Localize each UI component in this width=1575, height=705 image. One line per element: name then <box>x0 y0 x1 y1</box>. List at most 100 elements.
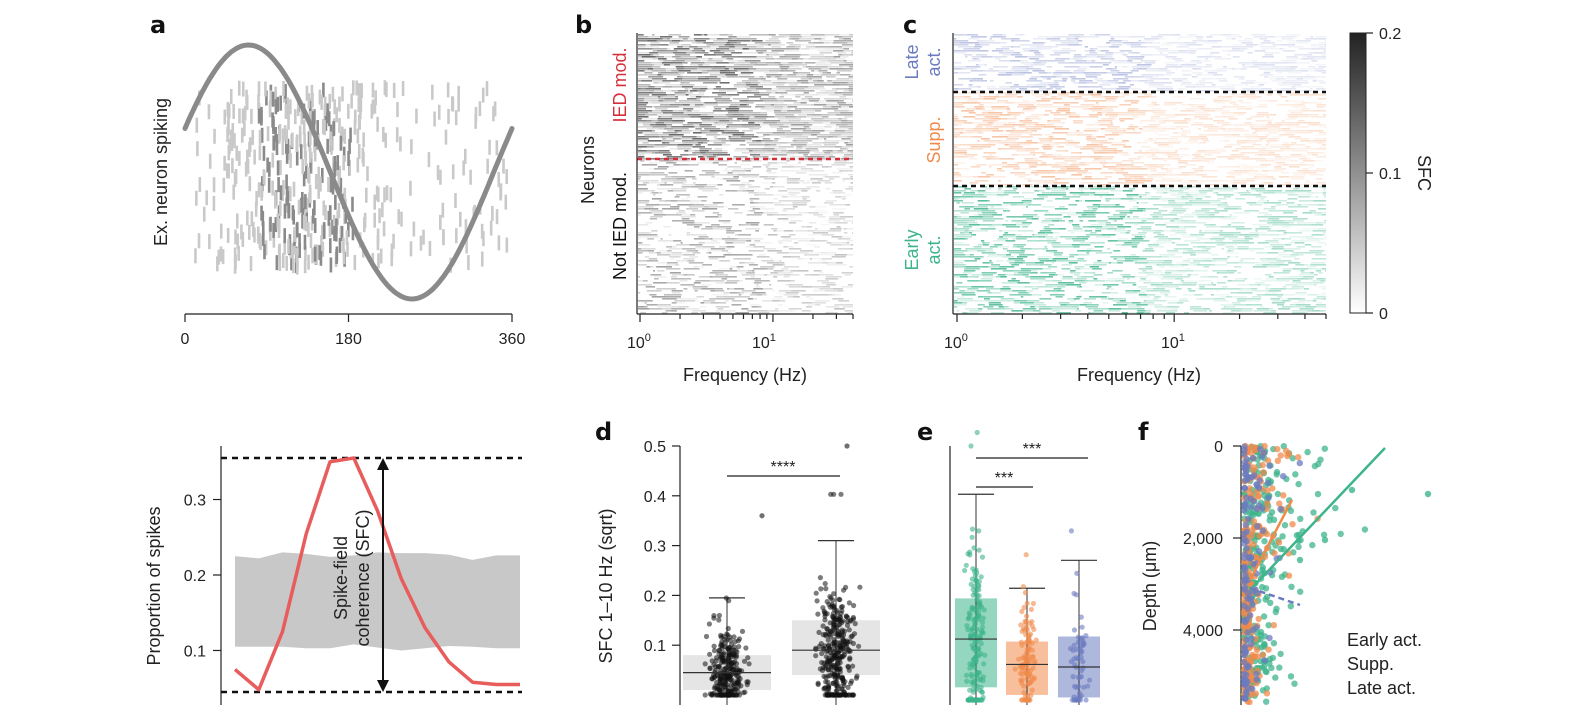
heat-cell <box>1108 218 1124 220</box>
heat-cell <box>1022 100 1029 102</box>
heat-cell <box>1038 72 1048 74</box>
heat-cell <box>1042 86 1047 88</box>
heat-cell <box>650 132 659 134</box>
heat-cell <box>1023 198 1034 200</box>
heat-cell <box>1216 194 1227 196</box>
heat-cell <box>767 64 779 66</box>
heat-cell <box>659 44 669 46</box>
heat-cell <box>1325 126 1326 128</box>
heat-cell <box>1275 158 1287 160</box>
heat-cell <box>1082 200 1085 202</box>
heat-cell <box>786 42 794 44</box>
heat-cell <box>1055 60 1065 62</box>
heat-cell <box>791 132 800 134</box>
heat-cell <box>1233 182 1247 184</box>
heat-cell <box>1188 192 1200 194</box>
heat-cell <box>1278 176 1289 178</box>
heat-cell <box>954 132 960 134</box>
heat-cell <box>638 236 645 238</box>
heat-cell <box>1171 156 1183 158</box>
heat-cell <box>1301 58 1314 60</box>
heat-cell <box>1095 230 1102 232</box>
heat-cell <box>814 104 827 106</box>
heat-cell <box>745 102 754 104</box>
heat-cell <box>826 242 832 244</box>
heat-cell <box>1203 126 1219 128</box>
heat-cell <box>1175 60 1184 62</box>
heat-cell <box>1230 226 1233 228</box>
heat-cell <box>1198 216 1211 218</box>
heat-cell <box>1154 110 1166 112</box>
heat-cell <box>1216 156 1233 158</box>
heat-cell <box>712 276 725 278</box>
heat-cell <box>729 42 737 44</box>
heat-cell <box>1119 182 1134 184</box>
heat-cell <box>1240 152 1248 154</box>
heat-cell <box>996 120 999 122</box>
heat-cell <box>708 72 720 74</box>
heat-cell <box>1076 236 1090 238</box>
heat-cell <box>1054 178 1061 180</box>
heat-cell <box>724 240 739 242</box>
heat-cell <box>1056 96 1069 98</box>
heat-cell <box>963 132 975 134</box>
heat-cell <box>655 56 659 58</box>
heat-cell <box>954 200 963 202</box>
heat-cell <box>756 56 770 58</box>
heat-cell <box>1212 180 1219 182</box>
heat-cell <box>1177 38 1181 40</box>
heat-cell <box>1315 94 1326 96</box>
heat-cell <box>653 38 660 40</box>
heat-cell <box>997 194 1009 196</box>
heat-cell <box>650 192 653 194</box>
heat-cell <box>746 142 762 144</box>
heat-cell <box>662 142 666 144</box>
heat-cell <box>830 62 845 64</box>
heat-cell <box>1311 46 1320 48</box>
heat-cell <box>764 142 772 144</box>
heat-cell <box>819 288 824 290</box>
heat-cell <box>1107 216 1120 218</box>
heat-cell <box>1208 64 1213 66</box>
heat-cell <box>828 178 835 180</box>
heat-cell <box>1052 154 1056 156</box>
heat-cell <box>1012 128 1016 130</box>
heat-cell <box>1067 230 1074 232</box>
heat-cell <box>682 46 690 48</box>
heat-cell <box>954 92 967 94</box>
heat-cell <box>1198 86 1212 88</box>
heat-cell <box>850 152 853 154</box>
heat-cell <box>1194 156 1205 158</box>
panel-label-c: c <box>903 11 917 39</box>
heat-cell <box>706 134 720 136</box>
heat-cell <box>688 154 697 156</box>
heat-cell <box>1225 206 1242 208</box>
heat-cell <box>1038 88 1047 90</box>
heat-cell <box>1048 170 1056 172</box>
heat-cell <box>673 206 680 208</box>
heat-cell <box>1150 152 1162 154</box>
heat-cell <box>1166 154 1180 156</box>
heat-cell <box>1244 136 1257 138</box>
heat-cell <box>1294 220 1304 222</box>
heat-cell <box>1267 52 1280 54</box>
heat-cell <box>718 164 727 166</box>
heat-cell <box>638 74 647 76</box>
heat-cell <box>1282 124 1287 126</box>
heat-cell <box>774 106 784 108</box>
heat-cell <box>795 116 807 118</box>
heat-cell <box>1160 168 1169 170</box>
heat-cell <box>1099 204 1116 206</box>
heat-cell <box>1233 112 1247 114</box>
heat-cell <box>1299 76 1312 78</box>
heat-cell <box>1233 234 1240 236</box>
heat-cell <box>995 48 1010 50</box>
heat-cell <box>1316 156 1326 158</box>
heat-cell <box>651 180 659 182</box>
heat-cell <box>960 196 973 198</box>
heat-cell <box>822 116 829 118</box>
heat-cell <box>1309 166 1315 168</box>
heat-cell <box>964 34 967 36</box>
heat-cell <box>672 86 682 88</box>
heat-cell <box>737 106 752 108</box>
